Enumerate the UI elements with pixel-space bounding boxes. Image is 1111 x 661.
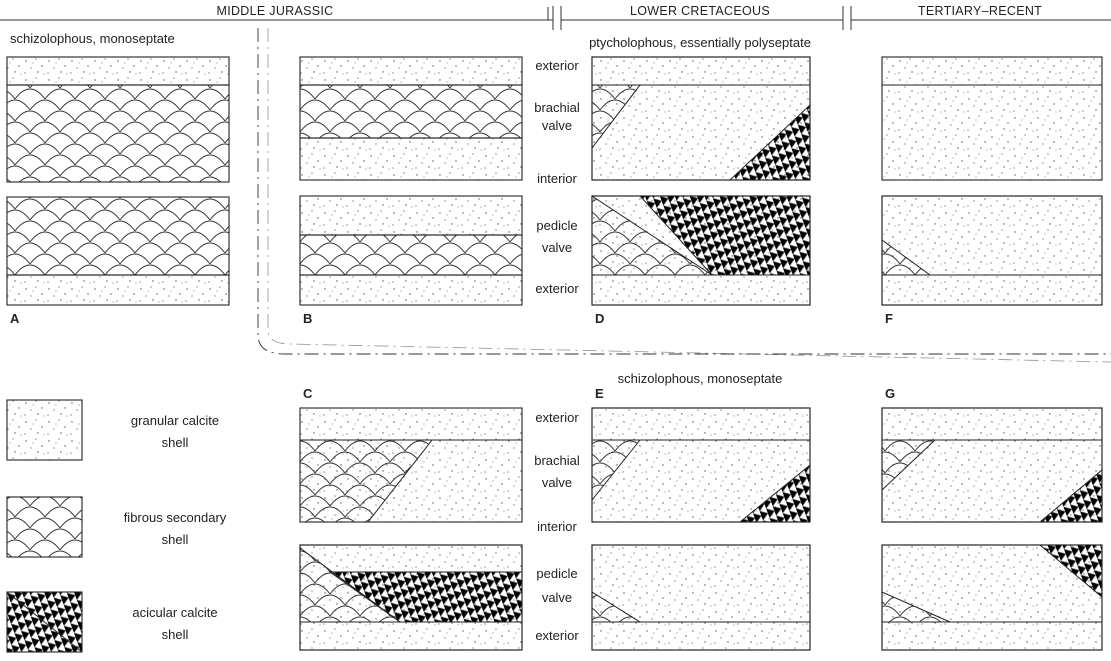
shell-layer [7,497,82,557]
shell-layer [7,57,229,85]
shell-layer [592,545,810,650]
row-label: pedicle [536,566,577,581]
shell-layer [300,235,522,275]
row-label: interior [537,519,577,534]
shell-layer [300,196,522,235]
note: schizolophous, monoseptate [10,31,175,46]
shell-layer [300,138,522,180]
panel-letter: C [303,386,313,401]
note: schizolophous, monoseptate [618,371,783,386]
panel-letter: D [595,311,604,326]
legend-label: shell [162,532,189,547]
period: LOWER CRETACEOUS [630,4,770,18]
panel-letter: E [595,386,604,401]
row-label: brachial [534,453,580,468]
panel-letter: B [303,311,312,326]
diagram: MIDDLE JURASSIC LOWER CRETACEOUS TERTIAR… [0,0,1111,656]
shell-layer [882,196,1102,305]
row-label: brachial [534,100,580,115]
legend-label: acicular calcite [132,605,217,620]
panel-letter: G [885,386,895,401]
legend-label: shell [162,435,189,450]
shell-layer [882,57,1102,180]
shell-layer [300,275,522,305]
legend-label: shell [162,627,189,642]
period: TERTIARY–RECENT [918,4,1042,18]
row-label: valve [542,475,572,490]
row-label: valve [542,590,572,605]
row-label: exterior [535,410,579,425]
period: MIDDLE JURASSIC [216,4,333,18]
row-label: pedicle [536,218,577,233]
note: ptycholophous, essentially polyseptate [589,35,811,50]
row-label: valve [542,118,572,133]
shell-layer [7,197,229,275]
shell-layer [300,57,522,85]
shell-layer [7,400,82,460]
panel-letter: A [10,311,20,326]
row-label: exterior [535,58,579,73]
shell-layer [300,85,522,138]
legend-label: granular calcite [131,413,219,428]
row-label: exterior [535,281,579,296]
legend-label: fibrous secondary [124,510,227,525]
shell-layer [7,85,229,182]
row-label: interior [537,171,577,186]
panel-letter: F [885,311,893,326]
row-label: valve [542,240,572,255]
shell-layer [7,275,229,305]
row-label: exterior [535,628,579,643]
